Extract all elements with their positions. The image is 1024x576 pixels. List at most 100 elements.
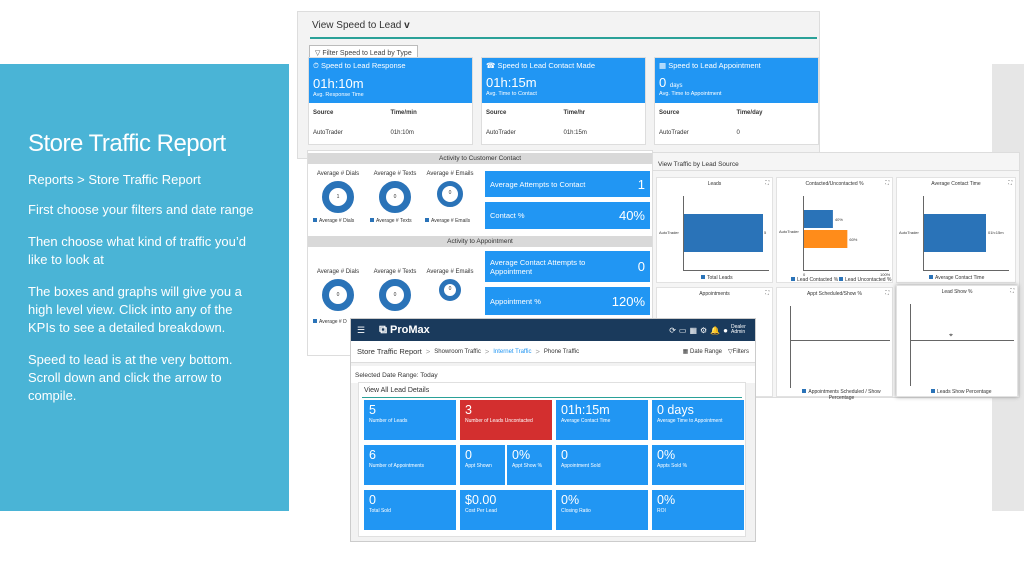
dial-gauge[interactable]: Average # Dials 0 — [311, 269, 365, 311]
legend-item: Lead Contacted % — [791, 277, 838, 283]
x-axis — [683, 270, 769, 271]
hamburger-menu-icon[interactable]: ☰ — [357, 324, 366, 335]
expand-icon[interactable]: ⛶ — [885, 180, 889, 186]
tile-appt-shown[interactable]: 0 Appt Shown — [460, 445, 505, 485]
divider — [310, 37, 817, 39]
cell: 01h:10m — [390, 130, 414, 136]
filters-button[interactable]: ▽Filters — [728, 348, 749, 355]
tile-closing-ratio[interactable]: 0% Closing Ratio — [556, 490, 648, 530]
bar-total-leads[interactable] — [684, 214, 763, 252]
kpi-attempts-contact[interactable]: Average Attempts to Contact 1 — [485, 171, 650, 197]
dial-gauge[interactable]: Average # Texts 0 — [368, 171, 422, 213]
bell-icon[interactable]: 🔔 — [710, 325, 724, 335]
expand-icon[interactable]: ⛶ — [765, 290, 769, 296]
expand-icon[interactable]: ⛶ — [765, 180, 769, 186]
tile-time-to-appointment[interactable]: 0 days Average Time to Appointment — [652, 400, 744, 440]
tile-appointment-sold[interactable]: 0 Appointment Sold — [556, 445, 648, 485]
user-name[interactable]: Dealer Admin — [731, 324, 746, 335]
kpi-value: 120% — [611, 293, 645, 309]
lead-show-panel[interactable]: Lead Show % ⛶ ⌖ Leads Show Percentage — [896, 285, 1018, 397]
leads-panel[interactable]: Leads ⛶ AutoTrader 5 Total Leads — [656, 177, 773, 283]
kpi-value: 0 — [637, 259, 645, 274]
tile-leads-uncontacted[interactable]: 3 Number of Leads Uncontacted — [460, 400, 552, 440]
tile-cost-per-lead[interactable]: $0.00 Cost Per Lead — [460, 490, 552, 530]
col-header: Time/hr — [563, 110, 586, 116]
bar-lead-uncontacted-[interactable] — [804, 230, 848, 248]
tile-value: 0 — [561, 448, 568, 462]
tile-label: ROI — [657, 508, 666, 514]
speed-card-response[interactable]: ⏱ Speed to Lead Response 01h:10m Avg. Re… — [308, 57, 473, 145]
tile-appts-sold-pct[interactable]: 0% Appts Sold % — [652, 445, 744, 485]
card-title: Speed to Lead Response — [320, 61, 406, 70]
x-axis — [910, 340, 1014, 341]
calendar-icon: ▦ — [659, 61, 667, 70]
col-header: Source — [486, 110, 507, 116]
breadcrumb-title[interactable]: Store Traffic Report — [357, 347, 422, 356]
tile-average-contact-time[interactable]: 01h:15m Average Contact Time — [556, 400, 648, 440]
contacted-panel[interactable]: Contacted/Uncontacted % ⛶ 40% 60% AutoTra… — [776, 177, 893, 283]
tile-label: Average Time to Appointment — [657, 418, 723, 424]
speed-card-contact[interactable]: ☎ Speed to Lead Contact Made 01h:15m Avg… — [481, 57, 646, 145]
dial-label: Average # Texts — [373, 269, 417, 275]
slide-paragraph: Speed to lead is at the very bottom. Scr… — [28, 352, 233, 403]
panel-title: Appt Scheduled/Show % — [806, 291, 863, 297]
expand-icon[interactable]: ⛶ — [1008, 180, 1012, 186]
speed-card-appointment[interactable]: ▦ Speed to Lead Appointment 0 days Avg. … — [654, 57, 819, 145]
card-subtitle: Avg. Time to Contact — [486, 91, 537, 97]
selected-date-range: Selected Date Range: Today — [351, 366, 755, 383]
legend-item: Average Contact Time — [929, 275, 984, 281]
y-axis — [910, 304, 911, 386]
tab-internet-traffic[interactable]: Internet Traffic — [493, 348, 532, 355]
refresh-icon[interactable]: ⟳ — [669, 325, 679, 335]
user-avatar-icon[interactable]: ● — [723, 325, 731, 335]
date-range-button[interactable]: ▦ Date Range — [683, 348, 722, 355]
kpi-appointment-pct[interactable]: Appointment % 120% — [485, 287, 650, 315]
legend-item-orange: Lead Uncontacted % — [839, 277, 891, 283]
tile-label: Appointment Sold — [561, 463, 601, 469]
panel-title: Contacted/Uncontacted % — [805, 181, 864, 187]
tile-roi[interactable]: 0% ROI — [652, 490, 744, 530]
dial-gauge[interactable]: Average # Emails 0 — [423, 269, 477, 301]
speed-to-lead-header[interactable]: View Speed to Lead v — [298, 12, 819, 37]
legend-item: Leads Show Percentage — [931, 389, 991, 395]
tile-number-of-leads[interactable]: 5 Number of Leads — [364, 400, 456, 440]
dial-gauge[interactable]: Average # Emails 0 — [423, 171, 477, 207]
dial-value: 0 — [322, 279, 354, 311]
promax-logo[interactable]: ⧉ ProMax — [379, 324, 430, 337]
tile-value: 0% — [561, 493, 580, 507]
tile-number-of-appointments[interactable]: 6 Number of Appointments — [364, 445, 456, 485]
chevron-down-icon[interactable]: v — [404, 20, 410, 31]
card-value: 01h:10m — [313, 76, 364, 91]
legend-item: Average # Texts — [370, 218, 412, 224]
panel-title: Lead Show % — [941, 289, 973, 295]
legend-item: Appointments Scheduled / Show Percentage — [791, 389, 892, 401]
appt-show-panel[interactable]: Appt Scheduled/Show % ⛶ Appointments Sch… — [776, 287, 893, 401]
tab-showroom-traffic[interactable]: Showroom Traffic — [434, 348, 481, 355]
avg-contact-time-panel[interactable]: Average Contact Time ⛶ AutoTrader 01h:15… — [896, 177, 1016, 283]
kpi-attempts-appointment[interactable]: Average Contact Attempts to Appointment 0 — [485, 251, 650, 282]
tile-label: Total Sold — [369, 508, 391, 514]
all-leads-title[interactable]: View All Lead Details — [364, 387, 430, 394]
dial-gauge[interactable]: Average # Dials 1 — [311, 171, 365, 213]
traffic-title: View Traffic by Lead Source — [653, 153, 1019, 171]
bar-avg-contact-time[interactable] — [924, 214, 986, 252]
kpi-label: Average Attempts to Contact — [490, 179, 586, 189]
expand-icon[interactable]: ⛶ — [885, 290, 889, 296]
tile-total-sold[interactable]: 0 Total Sold — [364, 490, 456, 530]
card-title: Speed to Lead Contact Made — [497, 61, 596, 70]
calculator-icon[interactable]: ▦ — [689, 325, 701, 335]
dial-gauge[interactable]: Average # Texts 0 — [368, 269, 422, 311]
slide-paragraph: Then choose what kind of traffic you’d l… — [28, 234, 246, 267]
monitor-icon[interactable]: ▭ — [678, 325, 690, 335]
separator: > — [425, 347, 431, 356]
filter-icon: ▽ — [728, 349, 733, 355]
tile-appt-show-pct[interactable]: 0% Appt Show % — [507, 445, 552, 485]
tab-phone-traffic[interactable]: Phone Traffic — [543, 348, 580, 355]
gear-icon[interactable]: ⚙ — [700, 325, 711, 335]
expand-icon[interactable]: ⛶ — [1010, 288, 1014, 294]
legend-item: Average # Emails — [425, 218, 470, 224]
bar-label: AutoTrader — [779, 229, 799, 234]
bar-label: AutoTrader — [659, 230, 679, 235]
bar-lead-contacted-[interactable] — [804, 210, 833, 228]
kpi-contact-pct[interactable]: Contact % 40% — [485, 202, 650, 229]
